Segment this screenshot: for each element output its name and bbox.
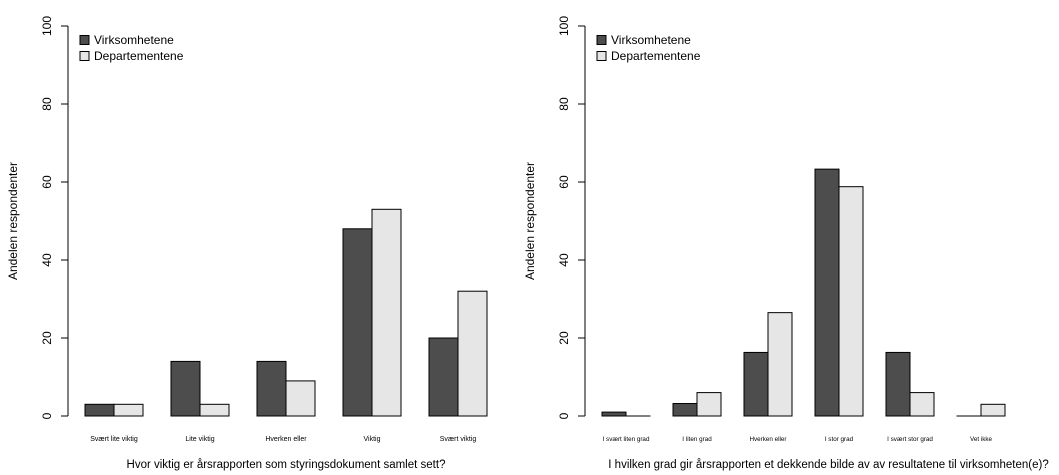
x-axis-title-1: Hvor viktig er årsrapporten som styrings… xyxy=(127,459,446,471)
bar-1-2-3 xyxy=(285,380,316,417)
bar-2-2-6 xyxy=(980,403,1006,417)
bar-1-1-4 xyxy=(342,228,373,417)
x-tick-label-2-3: Hverken eller xyxy=(749,436,786,443)
bar-1-2-5 xyxy=(457,290,488,417)
bar-2-1-3 xyxy=(743,351,769,417)
legend-label-1-2: Departementene xyxy=(94,49,184,63)
x-tick-label-1-3: Hverken eller xyxy=(265,436,307,443)
y-tick-label-2-6: 100 xyxy=(557,16,571,36)
legend-swatch-2-1 xyxy=(596,35,607,45)
bar-1-1-3 xyxy=(256,360,287,417)
bar-1-1-2 xyxy=(170,360,201,417)
bar-1-2-4 xyxy=(371,208,402,417)
legend-1: Virksomhetene Departementene xyxy=(79,33,184,63)
y-tick-label-1-4: 60 xyxy=(40,175,54,189)
y-tick-label-1-6: 100 xyxy=(40,16,54,36)
legend-2: Virksomhetene Departementene xyxy=(596,33,701,63)
bar-2-1-4 xyxy=(814,168,840,417)
legend-label-1-1: Virksomhetene xyxy=(94,33,174,47)
y-tick-label-1-3: 40 xyxy=(40,253,54,267)
legend-swatch-1-1 xyxy=(79,35,90,45)
bar-2-2-4 xyxy=(838,186,864,417)
x-tick-label-1-4: Viktig xyxy=(364,436,381,443)
bar-1-2-1 xyxy=(113,403,144,417)
chart-panel-1: Svært lite viktig Lite viktig Hverken elle… xyxy=(6,16,488,471)
legend-label-2-2: Departementene xyxy=(611,49,701,63)
x-axis-title-2: I hvilken grad gir årsrapporten et dekke… xyxy=(608,459,1048,471)
bar-2-2-2 xyxy=(696,392,722,417)
x-tick-label-2-5: I svært stor grad xyxy=(887,436,933,443)
y-tick-label-2-1: 0 xyxy=(557,412,571,419)
bar-2-2-5 xyxy=(909,392,935,417)
x-tick-label-2-1: I svært liten grad xyxy=(603,436,650,443)
y-tick-label-2-4: 60 xyxy=(557,175,571,189)
y-tick-label-2-5: 80 xyxy=(557,97,571,111)
y-tick-label-1-1: 0 xyxy=(40,412,54,419)
y-tick-label-2-2: 20 xyxy=(557,331,571,345)
legend-swatch-2-2 xyxy=(596,51,607,61)
bar-2-1-1 xyxy=(601,411,627,417)
x-tick-label-1-2: Lite viktig xyxy=(185,436,214,443)
x-tick-label-2-4: I stor grad xyxy=(825,436,854,443)
y-axis-title-2: Andelen respondenter xyxy=(523,162,537,280)
bar-2-1-2 xyxy=(672,403,698,417)
x-tick-label-2-2: I liten grad xyxy=(682,436,712,443)
y-tick-label-2-3: 40 xyxy=(557,253,571,267)
legend-label-2-1: Virksomhetene xyxy=(611,33,691,47)
x-tick-label-1-5: Svært viktig xyxy=(440,436,477,443)
y-axis-title-1: Andelen respondenter xyxy=(6,162,20,280)
chart-panel-2: I svært liten grad I liten grad Hverken el… xyxy=(523,16,1049,471)
legend-swatch-1-2 xyxy=(79,51,90,61)
x-tick-label-1-1: Svært lite viktig xyxy=(90,436,138,443)
y-tick-label-1-5: 80 xyxy=(40,97,54,111)
bar-1-1-5 xyxy=(428,337,459,417)
bar-1-2-2 xyxy=(199,403,230,417)
y-tick-label-1-2: 20 xyxy=(40,331,54,345)
bar-1-1-1 xyxy=(84,403,115,417)
x-tick-label-2-6: Vet ikke xyxy=(970,436,993,443)
bar-2-2-3 xyxy=(767,312,793,417)
bar-2-1-5 xyxy=(885,351,911,417)
